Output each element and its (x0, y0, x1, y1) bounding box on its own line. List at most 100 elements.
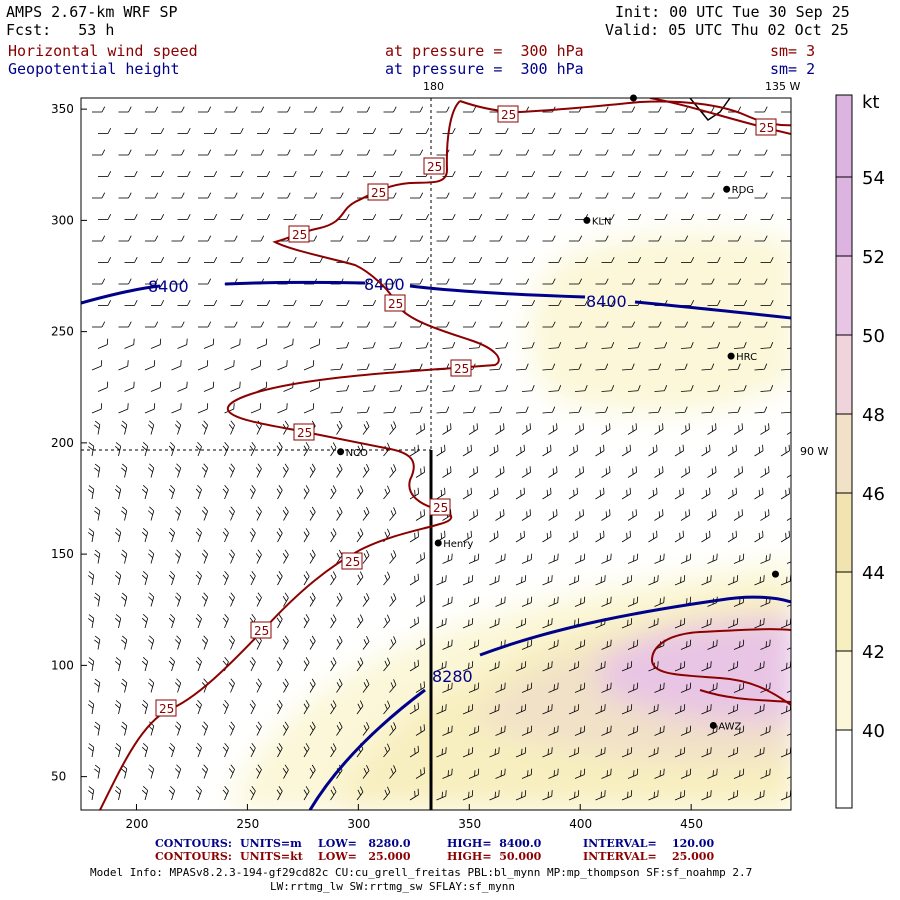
barb-shaft (362, 641, 370, 650)
wind-barb (228, 764, 235, 779)
barb-flag (224, 785, 229, 792)
barb-flag (605, 278, 609, 285)
barb-flag (764, 278, 768, 285)
wind-barb (574, 553, 586, 564)
barb-flag (287, 106, 291, 113)
barb-shaft (542, 795, 552, 801)
wind-barb (389, 213, 403, 220)
barb-flag (255, 596, 261, 602)
wind-barb (222, 785, 229, 801)
barb-shaft (250, 704, 256, 715)
barb-flag (338, 463, 343, 470)
wind-barb (277, 149, 291, 156)
wind-barb (622, 106, 636, 113)
barb-shaft (330, 791, 337, 801)
barb-flag (309, 467, 314, 473)
barb-flag (224, 613, 229, 620)
barb-flag (690, 170, 695, 177)
wind-barb (516, 321, 530, 328)
wind-barb (462, 530, 472, 543)
wind-barb (462, 575, 474, 586)
wind-barb (568, 747, 580, 758)
barb-shaft (309, 344, 320, 349)
wind-barb (654, 725, 665, 736)
wind-barb (648, 530, 658, 543)
wind-barb (383, 321, 397, 328)
x-tick-label: 450 (680, 817, 703, 831)
barb-flag (664, 127, 668, 134)
barb-shaft (409, 411, 421, 414)
barb-flag (276, 531, 281, 537)
wind-barb (277, 192, 291, 199)
wind-barb (389, 127, 403, 134)
wind-barb (198, 192, 212, 199)
barb-flag (346, 299, 350, 306)
wind-barb (654, 423, 664, 435)
wind-barb (648, 406, 662, 414)
barb-shaft (489, 666, 499, 672)
barb-flag (213, 256, 218, 263)
wind-barb (389, 507, 397, 521)
x-tick-label: 350 (458, 817, 481, 831)
barb-flag (319, 299, 324, 306)
barb-flag (452, 342, 456, 348)
wind-barb (595, 278, 609, 285)
barb-shaft (97, 510, 101, 521)
wind-barb (601, 385, 615, 392)
wind-barb (786, 604, 791, 607)
barb-flag (303, 703, 308, 710)
barb-flag (224, 441, 229, 448)
barb-shaft (250, 747, 256, 758)
barb-flag (257, 678, 262, 684)
barb-shaft (601, 688, 611, 693)
wind-barb (121, 463, 128, 478)
station-dot (583, 216, 591, 224)
barb-flag (121, 639, 127, 644)
barb-shaft (177, 344, 187, 349)
barb-flag (114, 704, 121, 709)
wind-barb (701, 530, 711, 543)
barb-shaft (542, 493, 552, 500)
barb-shaft (150, 467, 155, 478)
barb-flag (88, 743, 94, 748)
barb-shaft (754, 795, 764, 801)
wind-barb (276, 614, 283, 629)
wind-barb (362, 764, 370, 779)
wind-barb (147, 549, 155, 564)
barb-flag (170, 656, 175, 662)
barb-flag (142, 657, 148, 662)
barb-flag (552, 149, 556, 156)
barb-flag (340, 235, 344, 242)
wind-barb (674, 406, 688, 414)
barb-shaft (150, 553, 155, 564)
barb-shaft (171, 790, 175, 801)
barb-flag (552, 192, 556, 199)
station-dot (337, 448, 345, 456)
barb-shaft (277, 705, 283, 715)
wind-barb (574, 725, 586, 736)
wind-barb (330, 149, 344, 156)
barb-shaft (389, 347, 400, 349)
wind-barb (754, 444, 764, 457)
barb-flag (234, 192, 238, 199)
barb-flag (230, 721, 235, 727)
barb-flag (142, 743, 148, 748)
barb-shaft (97, 682, 101, 693)
barb-flag (224, 742, 229, 749)
wind-barb (542, 192, 556, 199)
barb-shaft (362, 684, 370, 693)
barb-flag (284, 678, 289, 684)
barb-flag (578, 149, 583, 156)
barb-flag (584, 256, 589, 263)
barb-flag (390, 467, 394, 474)
wind-barb (144, 360, 156, 371)
barb-flag (249, 574, 254, 580)
wind-barb (601, 170, 615, 177)
barb-shaft (568, 536, 578, 543)
barb-shaft (415, 772, 425, 779)
barb-shaft (495, 602, 505, 607)
barb-flag (207, 192, 212, 199)
wind-barb (521, 553, 533, 564)
forecast-hour: Fcst: 53 h (6, 21, 115, 39)
wind-barb (495, 127, 509, 134)
